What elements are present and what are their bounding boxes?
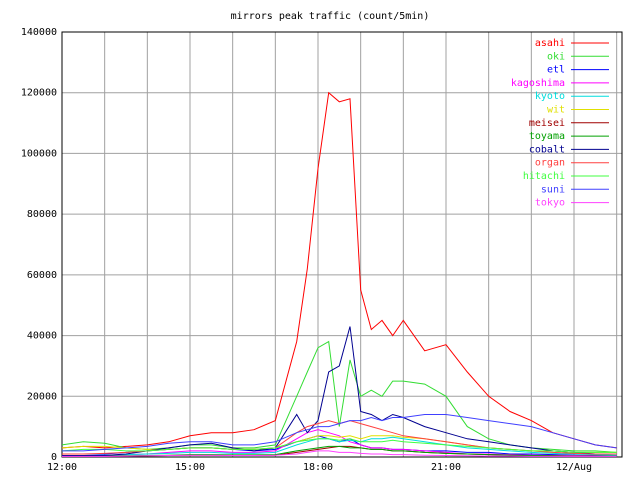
y-tick-label: 100000 bbox=[21, 148, 57, 159]
legend-label: hitachi bbox=[523, 171, 565, 182]
y-tick-label: 140000 bbox=[21, 27, 57, 38]
legend-label: oki bbox=[547, 51, 565, 62]
legend-label: organ bbox=[535, 158, 565, 169]
legend-label: toyama bbox=[529, 131, 565, 142]
series-line bbox=[62, 429, 617, 457]
x-tick-label: 21:00 bbox=[431, 462, 461, 473]
series-line bbox=[62, 450, 617, 457]
series-line bbox=[62, 326, 617, 456]
x-tick-label: 12/Aug bbox=[556, 462, 592, 473]
legend-label: asahi bbox=[535, 38, 565, 49]
y-tick-label: 120000 bbox=[21, 88, 57, 99]
legend-label: suni bbox=[541, 184, 565, 195]
legend-label: tokyo bbox=[535, 198, 565, 209]
series-line bbox=[61, 438, 617, 453]
legend-label: etl bbox=[547, 65, 565, 76]
plot-area bbox=[62, 32, 622, 457]
legend-label: wit bbox=[547, 105, 565, 116]
y-tick-label: 0 bbox=[51, 452, 57, 463]
series-line bbox=[62, 436, 617, 456]
x-tick-label: 12:00 bbox=[47, 462, 77, 473]
series-line bbox=[62, 414, 617, 452]
legend-label: meisei bbox=[529, 118, 565, 129]
y-tick-label: 60000 bbox=[27, 270, 57, 281]
series-line bbox=[61, 91, 617, 449]
x-tick-label: 18:00 bbox=[303, 462, 333, 473]
legend-label: cobalt bbox=[529, 144, 565, 155]
y-tick-label: 20000 bbox=[27, 391, 57, 402]
legend-label: kyoto bbox=[535, 91, 565, 102]
legend-label: kagoshima bbox=[511, 78, 565, 89]
x-tick-label: 15:00 bbox=[175, 462, 205, 473]
chart-title: mirrors peak traffic (count/5min) bbox=[231, 11, 430, 22]
y-tick-label: 80000 bbox=[27, 209, 57, 220]
plot-border bbox=[61, 31, 623, 458]
y-tick-label: 40000 bbox=[27, 331, 57, 342]
